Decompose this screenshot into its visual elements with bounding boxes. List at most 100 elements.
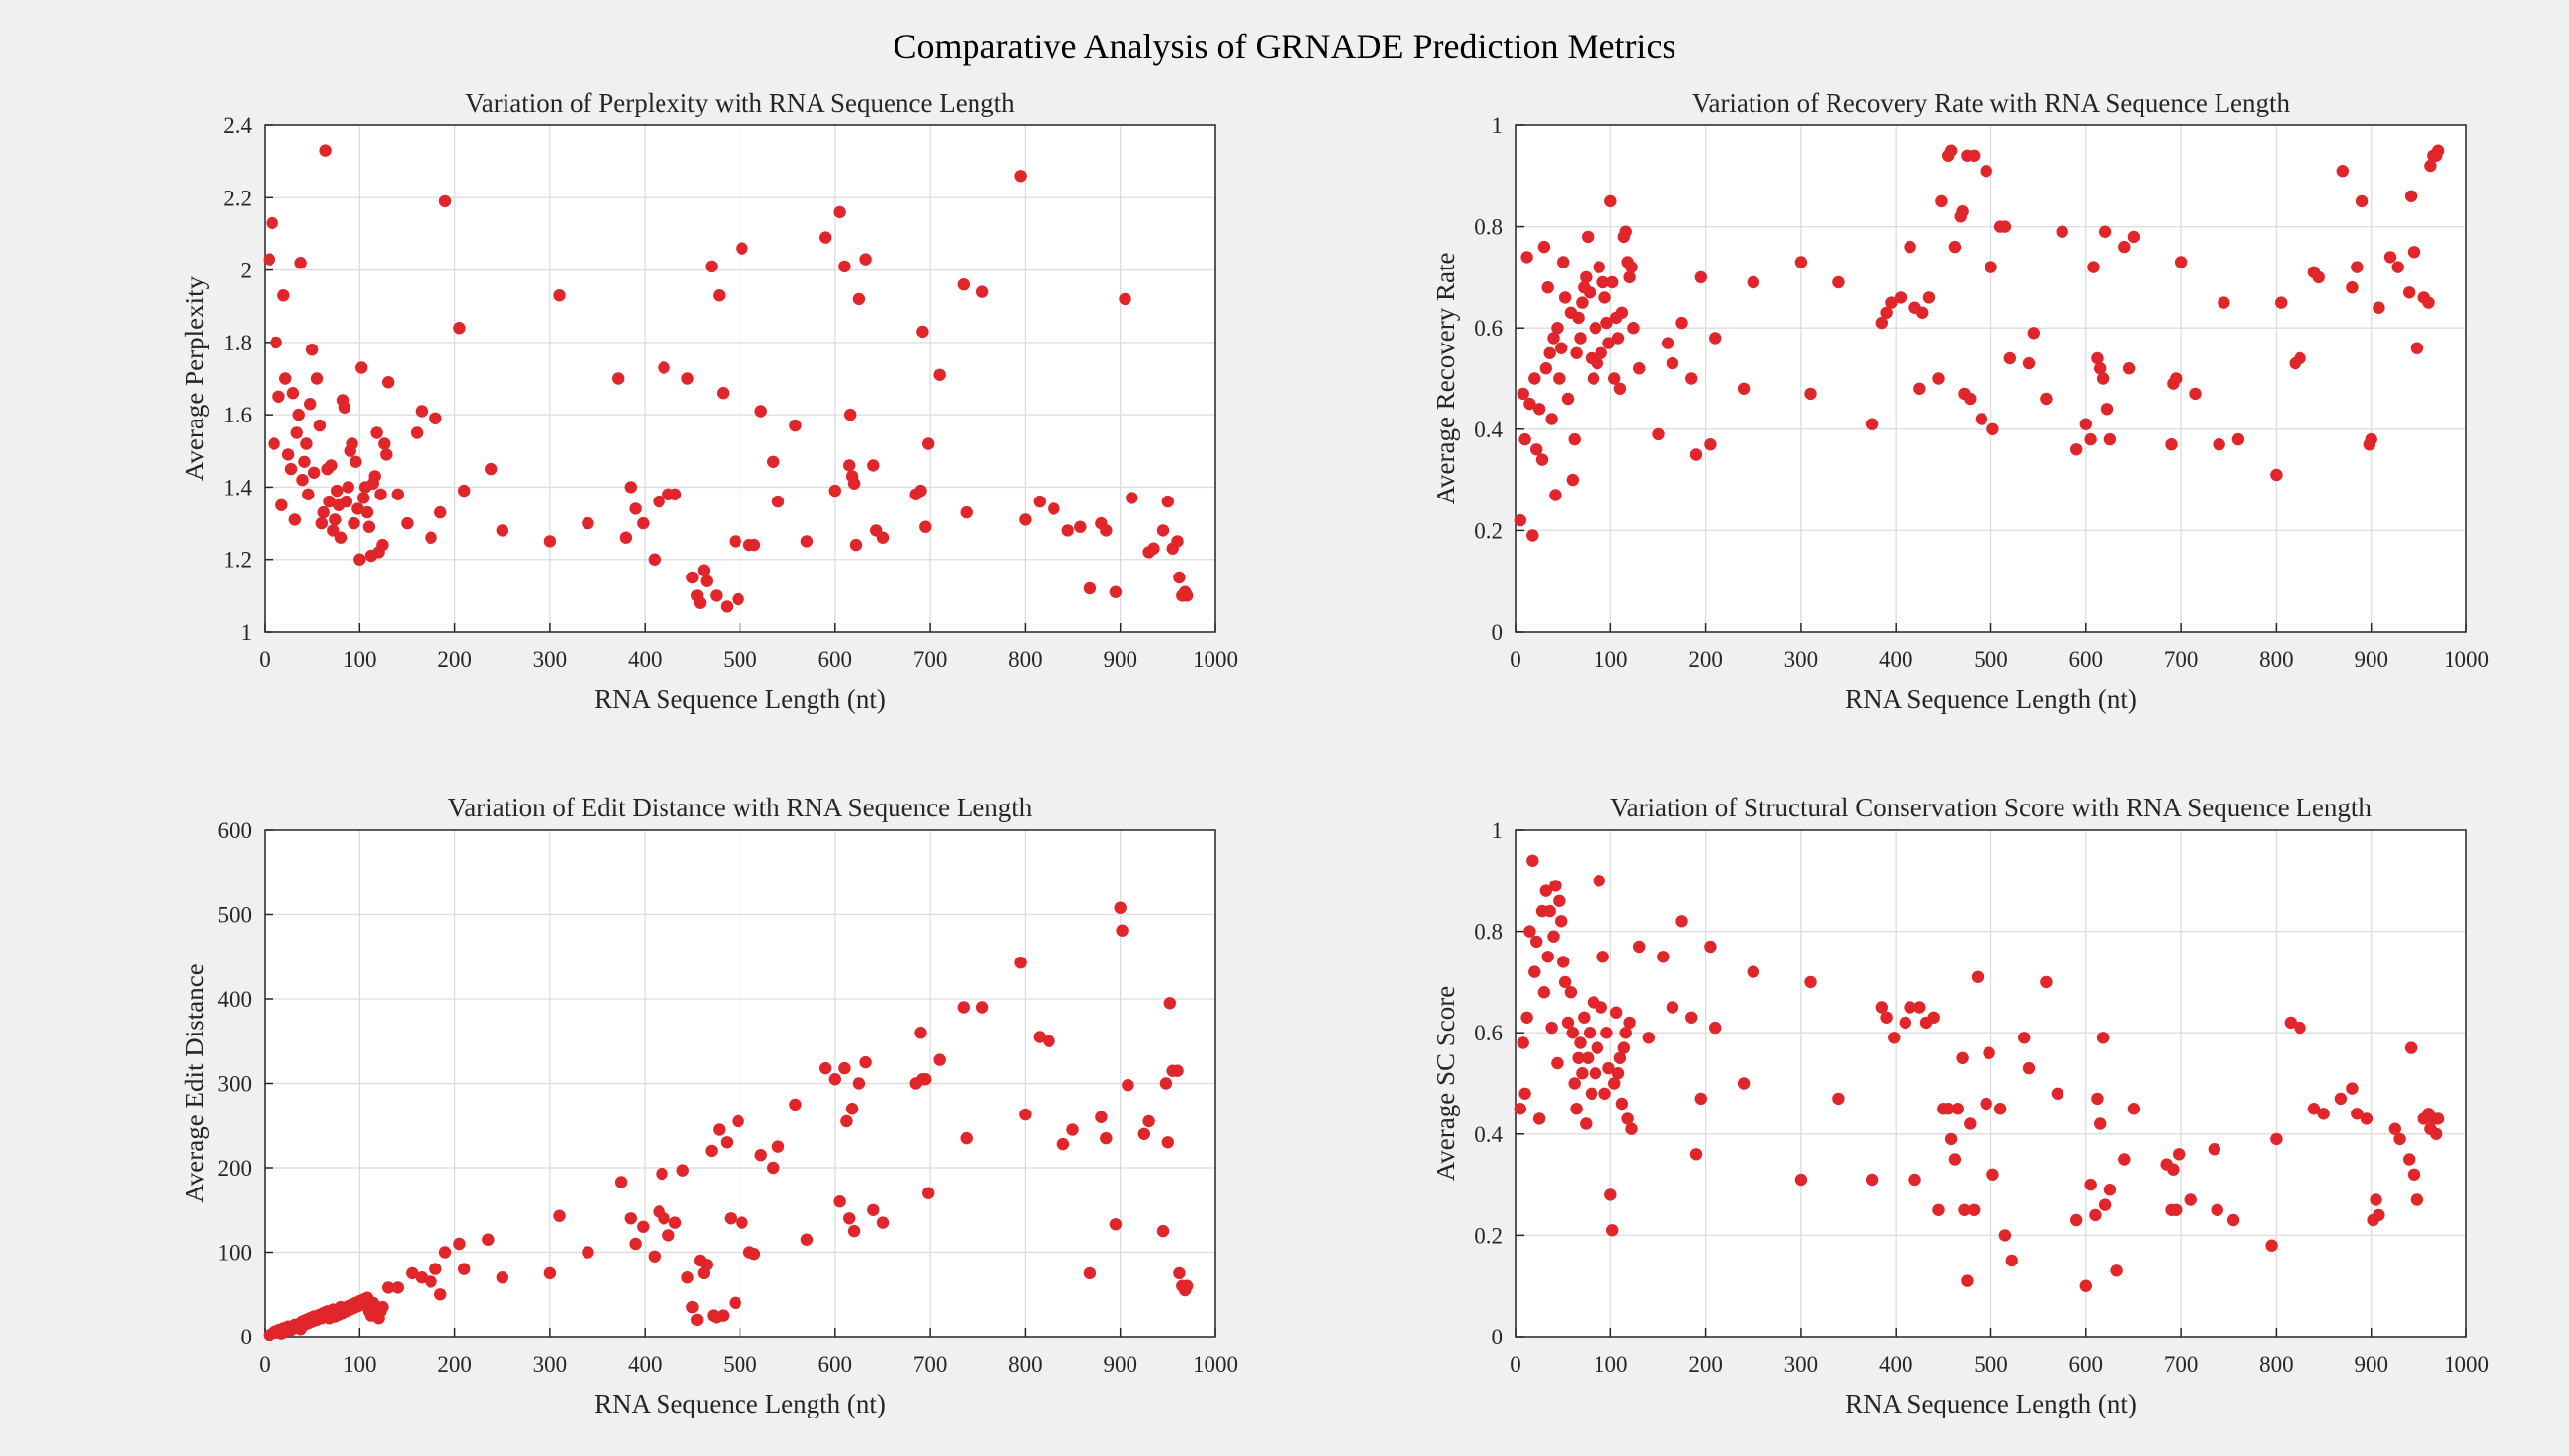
data-point (1657, 951, 1670, 963)
data-point (1555, 915, 1568, 928)
data-point (1528, 372, 1541, 385)
data-point (1908, 1173, 1921, 1187)
x-tick-label: 0 (1510, 648, 1521, 672)
x-tick-label: 0 (259, 648, 271, 672)
data-point (1617, 1041, 1631, 1054)
data-point (2079, 1279, 2092, 1292)
data-point (2096, 372, 2110, 385)
data-point (1598, 1087, 1611, 1101)
data-point (438, 194, 452, 208)
data-point (2110, 1264, 2123, 1277)
data-point (290, 426, 303, 439)
data-point (1932, 372, 1945, 385)
data-point (637, 516, 650, 530)
data-point (1875, 1001, 1889, 1014)
y-tick-label: 1 (241, 620, 253, 645)
data-point (1574, 1036, 1587, 1049)
data-point (2091, 1092, 2104, 1106)
data-point (286, 387, 300, 400)
data-point (2022, 1061, 2036, 1075)
y-tick-label: 0 (1492, 620, 1504, 645)
x-tick-label: 100 (343, 648, 377, 672)
data-point (732, 592, 744, 606)
data-point (310, 372, 324, 385)
y-tick-label: 1.8 (223, 331, 252, 355)
data-point (1095, 1111, 1108, 1123)
data-point (819, 231, 832, 244)
data-point (724, 1212, 738, 1225)
data-point (2051, 1087, 2064, 1101)
y-tick-label: 0.2 (1474, 518, 1503, 543)
data-point (1517, 387, 1529, 401)
data-point (2407, 246, 2421, 259)
data-point (1633, 940, 1646, 954)
data-point (362, 520, 376, 533)
data-point (482, 1233, 495, 1246)
data-point (624, 481, 637, 494)
data-point (2403, 1153, 2416, 1166)
chart-title: Variation of Perplexity with RNA Sequenc… (465, 88, 1015, 117)
data-point (2355, 194, 2369, 208)
data-point (1074, 520, 1087, 533)
data-point (415, 405, 428, 418)
data-point (867, 459, 880, 472)
data-point (355, 361, 368, 374)
data-point (1572, 311, 1585, 325)
data-point (747, 538, 761, 552)
y-tick-label: 100 (218, 1241, 253, 1265)
data-point (1520, 251, 1533, 264)
x-tick-label: 300 (533, 1352, 568, 1377)
data-point (1606, 275, 1619, 289)
y-tick-label: 400 (218, 987, 253, 1012)
data-point (1553, 894, 1566, 907)
data-point (582, 516, 594, 530)
data-point (754, 405, 767, 418)
data-point (1156, 524, 1170, 537)
data-point (2430, 1127, 2443, 1141)
data-point (2091, 351, 2104, 365)
data-point (2173, 1148, 2186, 1161)
data-point (729, 1296, 741, 1310)
x-tick-label: 500 (723, 1352, 757, 1377)
data-point (458, 484, 471, 498)
data-point (771, 495, 785, 508)
data-point (2334, 1092, 2348, 1106)
y-tick-label: 2.2 (223, 186, 252, 210)
data-point (876, 1216, 890, 1229)
data-point (1119, 292, 1131, 306)
data-point (453, 322, 466, 335)
data-point (1555, 342, 1568, 354)
data-point (307, 466, 321, 479)
y-axis-label: Average Edit Distance (180, 963, 209, 1202)
data-point (1737, 1077, 1751, 1090)
data-point (2167, 1163, 2180, 1176)
data-point (1137, 1127, 1151, 1141)
data-point (401, 516, 414, 530)
x-tick-label: 200 (1688, 648, 1723, 672)
x-tick-label: 1000 (1193, 1352, 1238, 1377)
data-point (2084, 1178, 2097, 1191)
data-point (1514, 1103, 1527, 1115)
data-point (819, 1061, 832, 1075)
data-point (1865, 418, 1879, 430)
data-point (374, 488, 387, 500)
data-point (668, 1216, 682, 1229)
x-tick-label: 100 (1594, 648, 1628, 672)
data-point (2027, 327, 2040, 340)
data-point (1543, 904, 1556, 918)
data-point (281, 448, 295, 461)
data-point (1019, 1108, 1032, 1121)
data-point (2118, 1153, 2131, 1166)
data-point (700, 1259, 713, 1271)
y-tick-label: 300 (218, 1072, 253, 1097)
data-point (843, 459, 856, 472)
data-point (957, 278, 970, 291)
data-point (1927, 1011, 1940, 1025)
data-point (331, 484, 344, 498)
data-point (2184, 1193, 2197, 1206)
data-point (648, 1250, 661, 1264)
figure-title: Comparative Analysis of GRNADE Predictio… (893, 27, 1676, 66)
data-point (1747, 965, 1760, 978)
data-point (975, 285, 989, 298)
y-axis-label: Average Recovery Rate (1431, 253, 1460, 505)
